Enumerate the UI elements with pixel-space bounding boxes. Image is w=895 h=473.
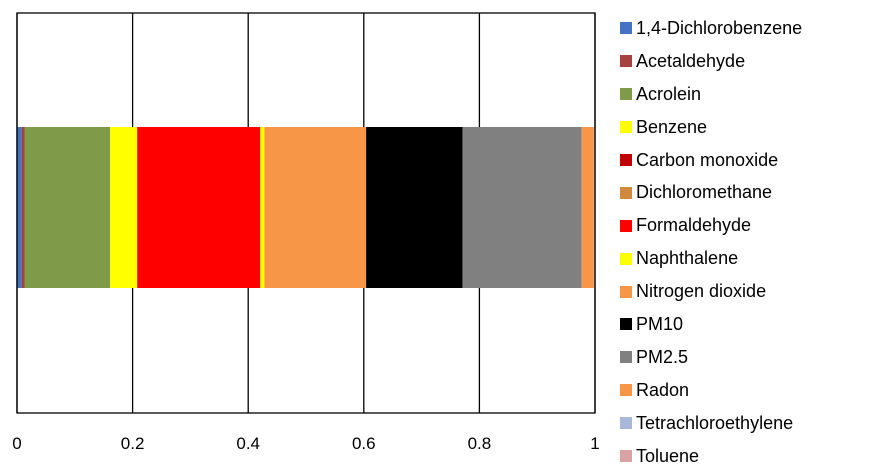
legend-item: Naphthalene	[620, 242, 802, 275]
legend-label: Nitrogen dioxide	[636, 281, 767, 302]
legend-label: PM2.5	[636, 346, 689, 367]
bar-segment	[21, 127, 25, 288]
legend-item: Dichloromethane	[620, 176, 802, 209]
bar-segment	[593, 127, 595, 288]
legend-item: PM10	[620, 308, 802, 341]
legend-item: Acetaldehyde	[620, 45, 802, 78]
legend-swatch	[620, 186, 632, 199]
x-tick-label: 1	[590, 434, 599, 453]
legend-swatch	[620, 351, 632, 364]
x-tick-label: 0	[12, 434, 21, 453]
legend-label: Dichloromethane	[636, 182, 773, 203]
legend-item: PM2.5	[620, 341, 802, 374]
legend-label: 1,4-Dichlorobenzene	[636, 17, 803, 38]
legend-item: Benzene	[620, 111, 802, 144]
legend-label: Tetrachloroethylene	[636, 412, 794, 433]
legend-label: Acetaldehyde	[636, 50, 746, 71]
x-tick-label: 0.2	[121, 434, 145, 453]
legend-swatch	[620, 450, 632, 463]
bar-segment	[17, 127, 22, 288]
bar-segment	[462, 127, 582, 288]
bar-segment	[24, 127, 111, 288]
legend-label: Acrolein	[636, 83, 702, 104]
legend-label: Toluene	[636, 445, 700, 466]
bar-segment	[581, 127, 594, 288]
legend-swatch	[620, 55, 632, 68]
legend-swatch	[620, 88, 632, 101]
bar-segment	[264, 127, 367, 288]
x-tick-label: 0.8	[468, 434, 492, 453]
legend-swatch	[620, 318, 632, 331]
x-tick-label: 0.6	[352, 434, 376, 453]
legend-swatch	[620, 219, 632, 232]
x-tick-label: 0.4	[236, 434, 260, 453]
legend-swatch	[620, 384, 632, 397]
bar-segments	[17, 127, 595, 288]
legend-label: Formaldehyde	[636, 215, 752, 236]
legend-item: Carbon monoxide	[620, 144, 802, 177]
legend-label: Benzene	[636, 116, 708, 137]
legend-item: 1,4-Dichlorobenzene	[620, 12, 802, 45]
chart-legend: 1,4-Dichlorobenzene Acetaldehyde Acrolein B…	[620, 12, 802, 472]
plot-frame	[16, 12, 596, 414]
legend-item: Acrolein	[620, 78, 802, 111]
plot-border	[16, 12, 596, 414]
bar-segment	[137, 127, 261, 288]
legend-swatch	[620, 154, 632, 166]
legend-swatch	[620, 285, 632, 298]
bar-segment	[260, 127, 265, 288]
legend-swatch	[620, 121, 632, 134]
legend-label: Carbon monoxide	[636, 149, 779, 170]
legend-item: Toluene	[620, 440, 802, 473]
legend-swatch	[620, 22, 632, 35]
legend-item: Tetrachloroethylene	[620, 407, 802, 440]
legend-item: Formaldehyde	[620, 209, 802, 242]
legend-swatch	[620, 252, 632, 265]
legend-label: Radon	[636, 379, 690, 400]
legend-swatch	[620, 417, 632, 430]
legend-label: Naphthalene	[636, 248, 739, 269]
legend-item: Nitrogen dioxide	[620, 275, 802, 308]
bar-segment	[366, 127, 463, 288]
bar-segment	[110, 127, 138, 288]
legend-label: PM10	[636, 313, 684, 334]
legend-item: Radon	[620, 374, 802, 407]
x-axis-tick-labels: 0 0.2 0.4 0.6 0.8 1	[12, 434, 599, 453]
